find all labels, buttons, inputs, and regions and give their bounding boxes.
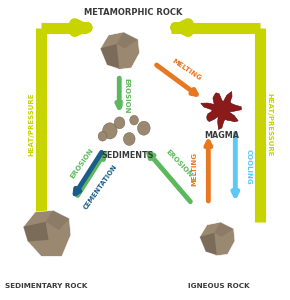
Circle shape xyxy=(114,117,125,129)
Text: METAMORPHIC ROCK: METAMORPHIC ROCK xyxy=(84,8,182,17)
Text: SEDIMENTARY ROCK: SEDIMENTARY ROCK xyxy=(5,283,88,289)
Polygon shape xyxy=(46,210,69,230)
Text: EROSION: EROSION xyxy=(123,78,129,113)
Circle shape xyxy=(98,131,107,141)
Polygon shape xyxy=(100,32,139,69)
Text: HEAT/PRESSURE: HEAT/PRESSURE xyxy=(28,93,35,156)
Polygon shape xyxy=(201,92,241,130)
Text: MAGMA: MAGMA xyxy=(204,130,239,140)
Polygon shape xyxy=(214,222,234,237)
Circle shape xyxy=(103,123,117,139)
Polygon shape xyxy=(200,222,235,256)
Circle shape xyxy=(124,133,135,146)
Text: SEDIMENTS: SEDIMENTS xyxy=(101,151,154,160)
Text: COOLING: COOLING xyxy=(246,149,252,185)
Polygon shape xyxy=(23,222,48,242)
Circle shape xyxy=(130,115,139,125)
Polygon shape xyxy=(100,44,119,68)
Circle shape xyxy=(137,121,150,135)
Text: EROSION: EROSION xyxy=(69,147,94,180)
Text: MELTING: MELTING xyxy=(171,57,202,81)
Text: CEMENTATION: CEMENTATION xyxy=(82,164,118,211)
Text: HEAT/PRESSURE: HEAT/PRESSURE xyxy=(266,93,272,156)
Polygon shape xyxy=(200,233,217,254)
Text: IGNEOUS ROCK: IGNEOUS ROCK xyxy=(188,283,250,289)
Polygon shape xyxy=(117,32,138,49)
Text: EROSION: EROSION xyxy=(164,148,193,178)
Polygon shape xyxy=(23,210,71,256)
Text: MELTING: MELTING xyxy=(192,152,198,186)
